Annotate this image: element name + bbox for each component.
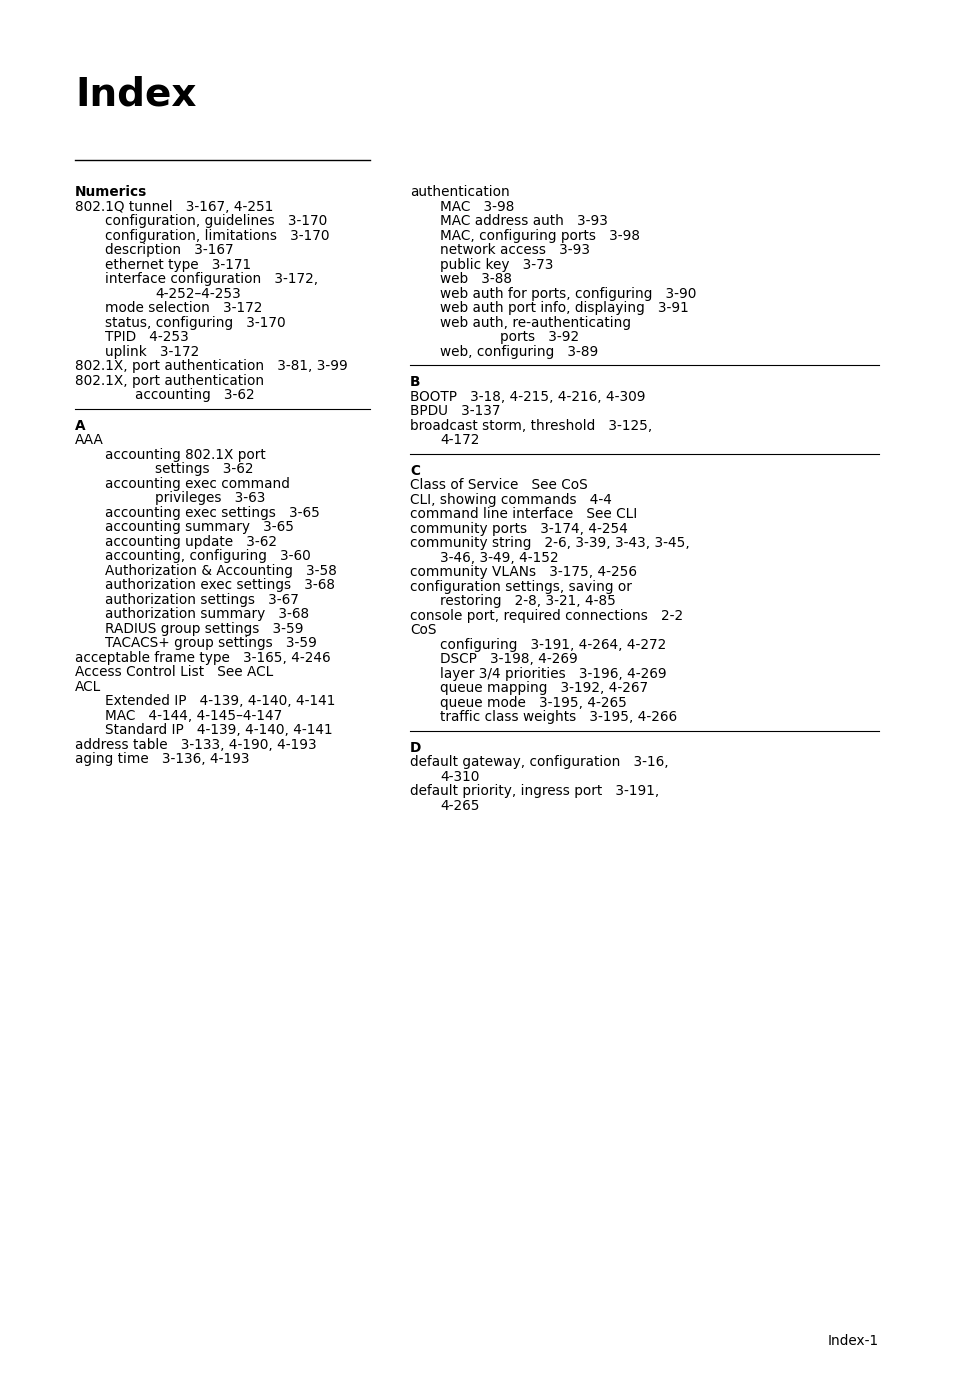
Text: authorization summary   3-68: authorization summary 3-68 [105, 607, 309, 620]
Text: accounting summary   3-65: accounting summary 3-65 [105, 520, 294, 534]
Text: default gateway, configuration   3-16,: default gateway, configuration 3-16, [410, 755, 668, 769]
Text: Extended IP   4-139, 4-140, 4-141: Extended IP 4-139, 4-140, 4-141 [105, 694, 335, 708]
Text: ethernet type   3-171: ethernet type 3-171 [105, 258, 251, 272]
Text: authorization settings   3-67: authorization settings 3-67 [105, 593, 298, 607]
Text: accounting exec command: accounting exec command [105, 476, 290, 490]
Text: ACL: ACL [75, 680, 101, 694]
Text: 4-172: 4-172 [439, 433, 478, 447]
Text: configuration, limitations   3-170: configuration, limitations 3-170 [105, 229, 329, 243]
Text: Index: Index [75, 75, 196, 112]
Text: accounting, configuring   3-60: accounting, configuring 3-60 [105, 550, 311, 564]
Text: aging time   3-136, 4-193: aging time 3-136, 4-193 [75, 752, 250, 766]
Text: AAA: AAA [75, 433, 104, 447]
Text: CoS: CoS [410, 623, 436, 637]
Text: web   3-88: web 3-88 [439, 272, 512, 286]
Text: mode selection   3-172: mode selection 3-172 [105, 301, 262, 315]
Text: BPDU   3-137: BPDU 3-137 [410, 404, 500, 418]
Text: Standard IP   4-139, 4-140, 4-141: Standard IP 4-139, 4-140, 4-141 [105, 723, 333, 737]
Text: TACACS+ group settings   3-59: TACACS+ group settings 3-59 [105, 636, 316, 650]
Text: Numerics: Numerics [75, 185, 147, 198]
Text: MAC, configuring ports   3-98: MAC, configuring ports 3-98 [439, 229, 639, 243]
Text: MAC   3-98: MAC 3-98 [439, 200, 514, 214]
Text: DSCP   3-198, 4-269: DSCP 3-198, 4-269 [439, 652, 578, 666]
Text: Access Control List   See ACL: Access Control List See ACL [75, 665, 273, 679]
Text: configuration, guidelines   3-170: configuration, guidelines 3-170 [105, 214, 327, 228]
Text: BOOTP   3-18, 4-215, 4-216, 4-309: BOOTP 3-18, 4-215, 4-216, 4-309 [410, 390, 645, 404]
Text: acceptable frame type   3-165, 4-246: acceptable frame type 3-165, 4-246 [75, 651, 331, 665]
Text: authorization exec settings   3-68: authorization exec settings 3-68 [105, 577, 335, 593]
Text: web auth for ports, configuring   3-90: web auth for ports, configuring 3-90 [439, 286, 696, 300]
Text: MAC address auth   3-93: MAC address auth 3-93 [439, 214, 607, 228]
Text: status, configuring   3-170: status, configuring 3-170 [105, 315, 285, 329]
Text: 4-310: 4-310 [439, 769, 478, 783]
Text: web auth port info, displaying   3-91: web auth port info, displaying 3-91 [439, 301, 688, 315]
Text: restoring   2-8, 3-21, 4-85: restoring 2-8, 3-21, 4-85 [439, 594, 616, 608]
Text: accounting update   3-62: accounting update 3-62 [105, 534, 276, 548]
Text: Class of Service   See CoS: Class of Service See CoS [410, 477, 587, 491]
Text: queue mapping   3-192, 4-267: queue mapping 3-192, 4-267 [439, 682, 647, 695]
Text: layer 3/4 priorities   3-196, 4-269: layer 3/4 priorities 3-196, 4-269 [439, 666, 666, 680]
Text: settings   3-62: settings 3-62 [154, 462, 253, 476]
Text: RADIUS group settings   3-59: RADIUS group settings 3-59 [105, 622, 303, 636]
Text: command line interface   See CLI: command line interface See CLI [410, 507, 637, 520]
Text: network access   3-93: network access 3-93 [439, 243, 589, 257]
Text: accounting   3-62: accounting 3-62 [135, 389, 254, 403]
Text: 4-265: 4-265 [439, 798, 479, 812]
Text: D: D [410, 741, 421, 755]
Text: accounting exec settings   3-65: accounting exec settings 3-65 [105, 505, 319, 519]
Text: console port, required connections   2-2: console port, required connections 2-2 [410, 608, 682, 622]
Text: A: A [75, 419, 86, 433]
Text: MAC   4-144, 4-145–4-147: MAC 4-144, 4-145–4-147 [105, 708, 282, 723]
Text: web auth, re-authenticating: web auth, re-authenticating [439, 315, 630, 329]
Text: configuration settings, saving or: configuration settings, saving or [410, 580, 631, 594]
Text: web, configuring   3-89: web, configuring 3-89 [439, 344, 598, 358]
Text: Authorization & Accounting   3-58: Authorization & Accounting 3-58 [105, 564, 336, 577]
Text: accounting 802.1X port: accounting 802.1X port [105, 447, 266, 461]
Text: community string   2-6, 3-39, 3-43, 3-45,: community string 2-6, 3-39, 3-43, 3-45, [410, 536, 689, 550]
Text: authentication: authentication [410, 185, 509, 198]
Text: 802.1Q tunnel   3-167, 4-251: 802.1Q tunnel 3-167, 4-251 [75, 200, 274, 214]
Text: public key   3-73: public key 3-73 [439, 258, 553, 272]
Text: traffic class weights   3-195, 4-266: traffic class weights 3-195, 4-266 [439, 711, 677, 725]
Text: address table   3-133, 4-190, 4-193: address table 3-133, 4-190, 4-193 [75, 737, 316, 751]
Text: broadcast storm, threshold   3-125,: broadcast storm, threshold 3-125, [410, 419, 652, 433]
Text: 3-46, 3-49, 4-152: 3-46, 3-49, 4-152 [439, 551, 558, 565]
Text: B: B [410, 375, 420, 389]
Text: description   3-167: description 3-167 [105, 243, 233, 257]
Text: TPID   4-253: TPID 4-253 [105, 330, 189, 344]
Text: ports   3-92: ports 3-92 [499, 330, 578, 344]
Text: Index-1: Index-1 [827, 1334, 878, 1348]
Text: privileges   3-63: privileges 3-63 [154, 491, 265, 505]
Text: interface configuration   3-172,: interface configuration 3-172, [105, 272, 317, 286]
Text: community ports   3-174, 4-254: community ports 3-174, 4-254 [410, 522, 627, 536]
Text: community VLANs   3-175, 4-256: community VLANs 3-175, 4-256 [410, 565, 637, 579]
Text: C: C [410, 464, 419, 477]
Text: 4-252–4-253: 4-252–4-253 [154, 286, 240, 300]
Text: default priority, ingress port   3-191,: default priority, ingress port 3-191, [410, 784, 659, 798]
Text: 802.1X, port authentication   3-81, 3-99: 802.1X, port authentication 3-81, 3-99 [75, 359, 348, 373]
Text: uplink   3-172: uplink 3-172 [105, 344, 199, 358]
Text: CLI, showing commands   4-4: CLI, showing commands 4-4 [410, 493, 611, 507]
Text: queue mode   3-195, 4-265: queue mode 3-195, 4-265 [439, 695, 626, 709]
Text: configuring   3-191, 4-264, 4-272: configuring 3-191, 4-264, 4-272 [439, 637, 665, 651]
Text: 802.1X, port authentication: 802.1X, port authentication [75, 373, 264, 387]
